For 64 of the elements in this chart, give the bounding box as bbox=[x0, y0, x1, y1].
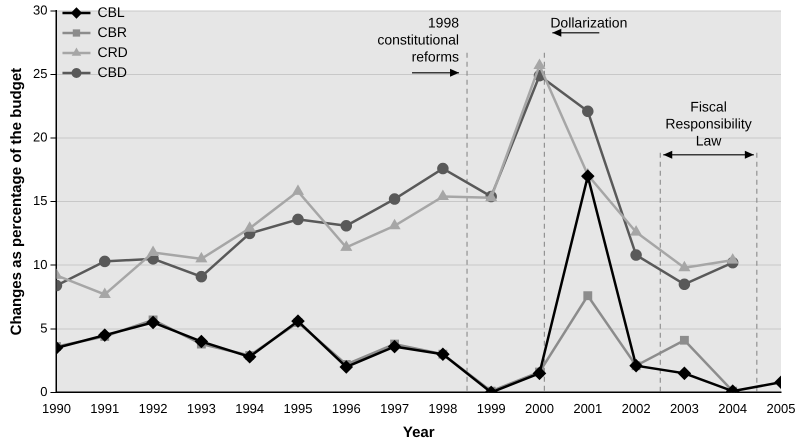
x-tick-label: 2004 bbox=[718, 400, 748, 416]
point bbox=[99, 256, 111, 268]
ref-line-label: Dollarization bbox=[550, 14, 628, 31]
x-tick-label: 2000 bbox=[525, 400, 554, 416]
point bbox=[196, 270, 208, 282]
y-tick-label: 5 bbox=[40, 320, 48, 336]
x-tick-label: 1999 bbox=[476, 400, 506, 416]
legend-label: CRD bbox=[97, 44, 128, 60]
y-tick-label: 25 bbox=[32, 66, 48, 81]
x-tick-label: 1995 bbox=[284, 400, 312, 416]
legend-label: CBR bbox=[97, 24, 128, 40]
point bbox=[244, 222, 255, 232]
point bbox=[438, 190, 448, 200]
x-tick-label: 1998 bbox=[428, 400, 458, 416]
x-tick-label: 2003 bbox=[670, 400, 699, 416]
legend-label: CBD bbox=[97, 64, 128, 80]
point bbox=[680, 336, 689, 345]
point bbox=[389, 220, 400, 230]
point bbox=[583, 291, 592, 300]
point bbox=[388, 340, 401, 353]
x-tick-label: 1997 bbox=[380, 400, 410, 416]
ref-line-label: 1998 constitutional reforms bbox=[377, 14, 460, 65]
x-tick-label: 1990 bbox=[42, 400, 71, 416]
point bbox=[98, 328, 112, 342]
point bbox=[678, 278, 690, 290]
annotation: Fiscal Responsibility Law bbox=[665, 98, 752, 149]
point bbox=[146, 316, 160, 329]
point bbox=[630, 249, 642, 261]
x-tick-label: 1993 bbox=[186, 400, 216, 416]
point bbox=[728, 254, 738, 264]
x-tick-label: 2002 bbox=[622, 400, 651, 416]
x-tick-label: 1994 bbox=[235, 400, 264, 416]
point bbox=[678, 367, 691, 380]
point bbox=[196, 253, 207, 262]
point bbox=[582, 106, 594, 118]
x-tick-label: 1991 bbox=[90, 400, 120, 416]
legend-label: CBL bbox=[97, 4, 125, 20]
point bbox=[148, 246, 158, 256]
point bbox=[582, 170, 594, 182]
x-axis-title: Year bbox=[402, 424, 435, 442]
y-tick-label: 10 bbox=[32, 256, 48, 272]
y-tick-label: 15 bbox=[32, 193, 48, 208]
point bbox=[388, 193, 400, 205]
point bbox=[341, 242, 352, 251]
point bbox=[630, 226, 642, 236]
point bbox=[292, 214, 304, 226]
x-tick-label: 2005 bbox=[766, 400, 796, 416]
point bbox=[292, 314, 304, 328]
point bbox=[437, 162, 449, 174]
point bbox=[533, 367, 546, 380]
x-tick-label: 1996 bbox=[332, 400, 361, 416]
point bbox=[100, 288, 110, 298]
y-tick-label: 20 bbox=[32, 130, 48, 145]
x-tick-label: 1992 bbox=[138, 400, 168, 416]
y-tick-label: 30 bbox=[32, 2, 48, 18]
y-tick-label: 0 bbox=[40, 384, 48, 399]
x-tick-label: 2001 bbox=[573, 400, 602, 416]
point bbox=[340, 220, 352, 232]
point bbox=[243, 350, 256, 364]
point bbox=[679, 262, 690, 272]
y-axis-title: Changes as percentage of the budget bbox=[8, 68, 26, 336]
point bbox=[292, 186, 304, 195]
point bbox=[195, 335, 208, 348]
point bbox=[534, 60, 545, 69]
